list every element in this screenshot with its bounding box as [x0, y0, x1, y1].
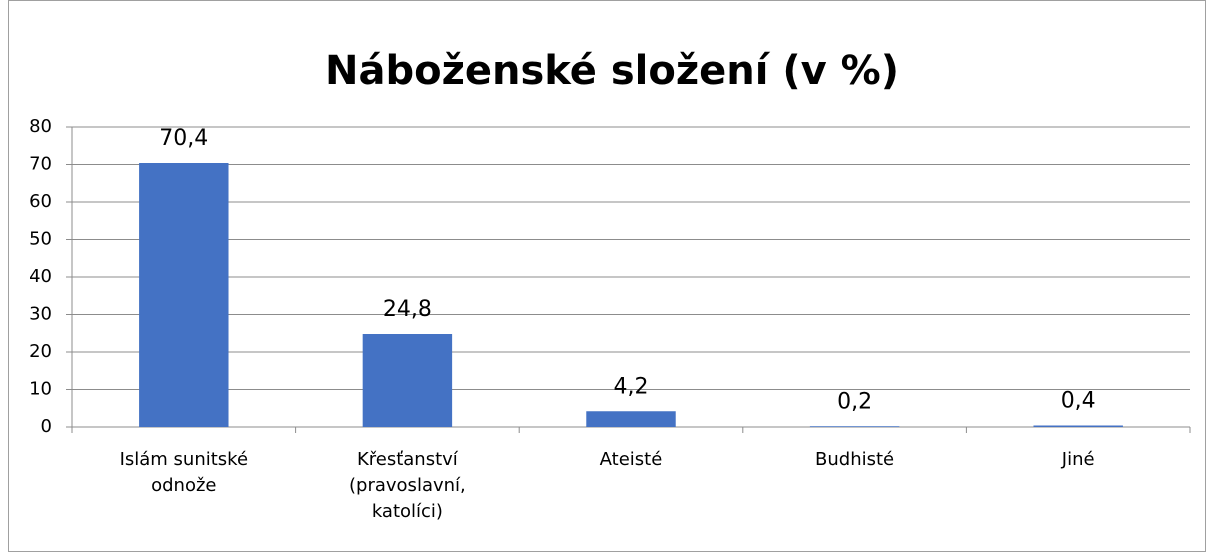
- y-tick-label: 20: [29, 341, 52, 362]
- data-label: 70,4: [159, 126, 208, 151]
- bar: [362, 334, 453, 427]
- bar: [586, 411, 676, 427]
- y-tick-label: 80: [29, 116, 52, 137]
- x-tick-label: Budhisté: [815, 449, 895, 470]
- x-tick-label: Ateisté: [599, 449, 663, 470]
- y-tick-label: 70: [29, 154, 52, 175]
- y-tick-label: 0: [41, 416, 52, 437]
- bar: [1033, 425, 1123, 427]
- x-tick-label: Křesťanství (pravoslavní, katolíci): [349, 449, 466, 522]
- bar: [139, 163, 229, 427]
- y-tick-label: 30: [29, 304, 52, 325]
- x-tick-label: Islám sunitské odnože: [119, 449, 249, 496]
- data-label: 0,2: [837, 389, 872, 414]
- y-tick-label: 60: [29, 191, 52, 212]
- chart-title: Náboženské složení (v %): [325, 48, 899, 94]
- y-tick-label: 50: [29, 229, 52, 250]
- data-label: 0,4: [1061, 389, 1096, 414]
- x-tick-label: Jiné: [1061, 449, 1095, 470]
- y-tick-label: 10: [29, 379, 52, 400]
- data-label: 24,8: [383, 297, 432, 322]
- y-tick-label: 40: [29, 266, 52, 287]
- data-label: 4,2: [614, 374, 649, 399]
- bar: [809, 426, 900, 427]
